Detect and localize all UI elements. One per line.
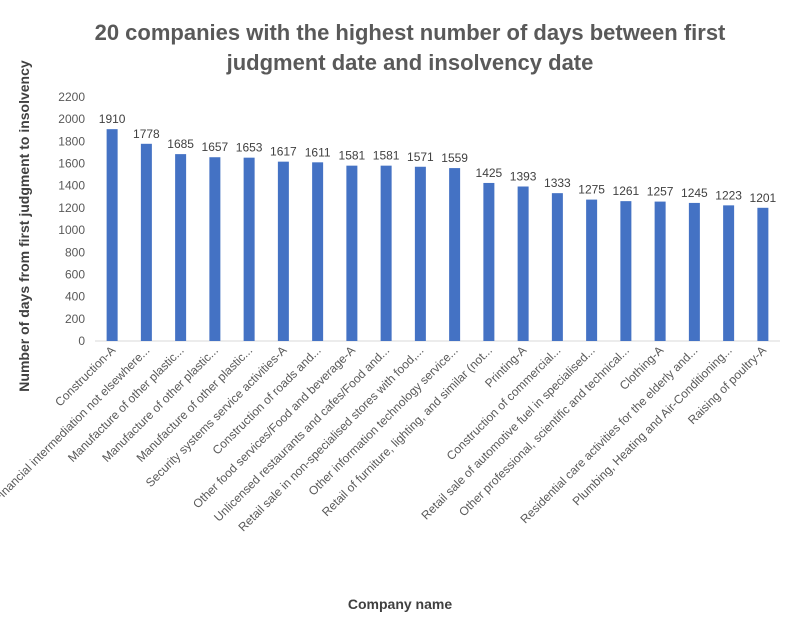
- chart-title: 20 companies with the highest number of …: [60, 18, 760, 78]
- data-label-1: 1778: [133, 127, 160, 141]
- y-tick-label-4: 800: [65, 245, 85, 259]
- y-tick-label-7: 1400: [58, 179, 85, 193]
- chart-title-line-1: 20 companies with the highest number of …: [94, 20, 726, 45]
- y-tick-label-0: 0: [78, 334, 85, 348]
- data-label-14: 1275: [578, 183, 605, 197]
- data-label-10: 1559: [441, 151, 468, 165]
- data-label-12: 1393: [510, 170, 537, 184]
- data-label-6: 1611: [305, 145, 331, 159]
- data-label-5: 1617: [270, 145, 297, 159]
- x-axis-title: Company name: [347, 596, 453, 612]
- y-tick-label-10: 2000: [58, 112, 85, 126]
- y-tick-label-6: 1200: [58, 201, 85, 215]
- bar-7: [346, 165, 358, 341]
- data-label-18: 1223: [715, 188, 742, 202]
- bar-1: [140, 143, 152, 341]
- data-label-11: 1425: [476, 166, 503, 180]
- bar-5: [277, 161, 289, 341]
- y-tick-label-11: 2200: [58, 90, 85, 104]
- bar-13: [551, 193, 563, 341]
- data-label-4: 1653: [236, 141, 263, 155]
- y-tick-label-5: 1000: [58, 223, 85, 237]
- chart-title-line-2: judgment date and insolvency date: [226, 50, 594, 75]
- data-label-3: 1657: [202, 140, 229, 154]
- data-label-7: 1581: [339, 149, 366, 163]
- bar-0: [106, 129, 118, 341]
- y-tick-label-3: 600: [65, 267, 85, 281]
- bar-14: [586, 199, 598, 341]
- bar-17: [688, 202, 700, 341]
- data-label-13: 1333: [544, 176, 571, 190]
- y-tick-label-9: 1800: [58, 134, 85, 148]
- x-tick-label-18: Plumbing, Heating and Air-Conditioning..…: [570, 343, 735, 508]
- data-label-2: 1685: [167, 137, 194, 151]
- bar-10: [449, 168, 461, 341]
- bar-4: [243, 157, 255, 341]
- y-tick-label-8: 1600: [58, 157, 85, 171]
- data-label-9: 1571: [407, 150, 434, 164]
- bar-2: [175, 154, 187, 341]
- data-label-19: 1201: [750, 191, 777, 205]
- bar-6: [312, 162, 324, 341]
- y-tick-label-2: 400: [65, 290, 85, 304]
- bar-9: [414, 166, 426, 341]
- bar-19: [757, 207, 769, 341]
- data-label-0: 1910: [99, 112, 126, 126]
- bar-11: [483, 182, 495, 341]
- bar-8: [380, 165, 392, 341]
- data-label-16: 1257: [647, 185, 674, 199]
- bar-12: [517, 186, 529, 341]
- data-label-17: 1245: [681, 186, 708, 200]
- bar-3: [209, 157, 221, 341]
- bar-18: [723, 205, 735, 341]
- data-label-8: 1581: [373, 149, 400, 163]
- data-label-15: 1261: [613, 184, 640, 198]
- bar-15: [620, 201, 632, 341]
- y-tick-label-1: 200: [65, 312, 85, 326]
- bar-16: [654, 201, 666, 341]
